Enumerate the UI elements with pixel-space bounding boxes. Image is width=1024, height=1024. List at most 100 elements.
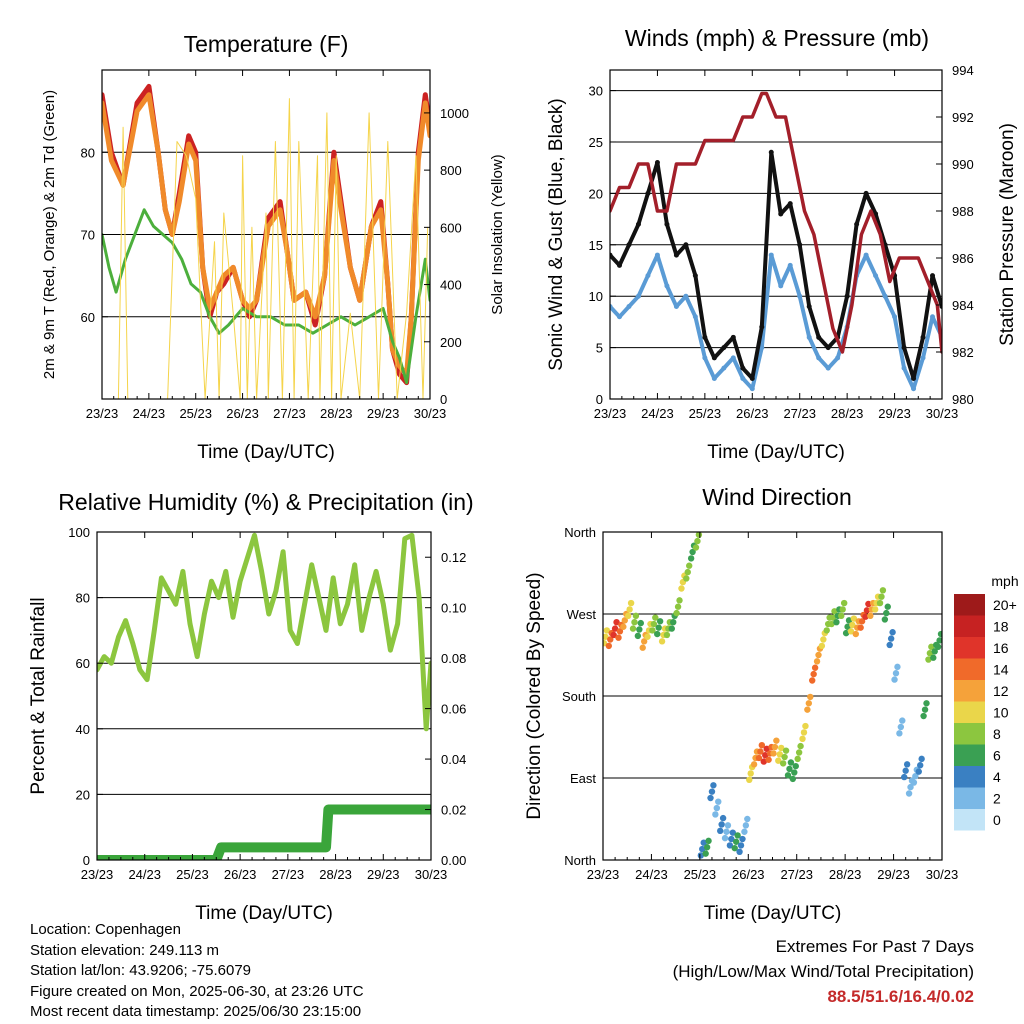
y2-tick-label: 0.12 (441, 550, 466, 565)
data-point (881, 616, 889, 623)
data-point (711, 355, 717, 361)
data-point (768, 149, 774, 155)
data-point (858, 618, 866, 625)
data-point (765, 756, 772, 763)
x-tick-label: 29/23 (877, 867, 910, 882)
data-point (779, 760, 787, 767)
data-point (712, 811, 719, 818)
data-point (802, 722, 809, 730)
x-axis-label: Time (Day/UTC) (195, 903, 333, 924)
x-tick-label: 29/23 (367, 406, 400, 421)
location-text: Location: Copenhagen (30, 921, 181, 938)
data-point (789, 775, 797, 783)
data-point (605, 642, 613, 650)
y2-tick-label: 986 (952, 251, 974, 266)
y2-tick-label: 800 (440, 163, 462, 178)
data-point (673, 303, 679, 309)
data-point (804, 706, 811, 713)
data-point (923, 700, 930, 707)
y2-tick-label: 0.10 (441, 601, 466, 616)
data-point (683, 293, 689, 299)
x-tick-label: 24/23 (641, 406, 674, 421)
x-axis-label: Time (Day/UTC) (707, 442, 845, 463)
y-tick-label: South (562, 689, 596, 704)
legend-label: 2 (993, 791, 1001, 807)
data-point (847, 628, 855, 635)
data-point (825, 345, 831, 351)
created-text: Figure created on Mon, 2025-06-30, at 23… (30, 982, 364, 1000)
x-tick-label: 26/23 (736, 406, 769, 421)
data-point (910, 779, 918, 786)
y-tick-label: 30 (589, 84, 603, 99)
data-point (707, 794, 714, 802)
station-info: Location: Copenhagen Station elevation: … (30, 920, 364, 1023)
data-point (833, 619, 840, 626)
legend-label: 18 (993, 619, 1009, 635)
y-tick-label: 80 (81, 145, 95, 160)
data-point (678, 585, 685, 592)
data-point (616, 262, 622, 268)
data-point (934, 643, 942, 650)
data-point (610, 631, 617, 639)
data-point (926, 649, 934, 657)
data-point (740, 365, 746, 371)
x-tick-label: 30/23 (415, 867, 448, 882)
data-point (839, 606, 846, 613)
data-point (776, 751, 783, 758)
data-point (708, 788, 716, 795)
data-point (800, 729, 808, 736)
data-point (840, 599, 848, 607)
data-point (782, 747, 790, 754)
data-point (873, 273, 879, 279)
x-tick-label: 27/23 (783, 406, 816, 421)
data-point (928, 643, 935, 650)
data-point (673, 252, 679, 258)
data-point (931, 648, 938, 655)
y-tick-label: 20 (589, 186, 603, 201)
data-point (610, 252, 613, 258)
data-point (758, 742, 766, 749)
data-point (721, 345, 727, 351)
data-point (760, 758, 767, 765)
data-point (732, 838, 740, 845)
y2-axis-label: Solar Insolation (Yellow) (489, 154, 506, 314)
data-point (739, 835, 746, 843)
y-tick-label: 0 (596, 392, 603, 407)
data-point (624, 612, 632, 620)
y2-tick-label: 988 (952, 204, 974, 219)
data-point (702, 355, 708, 361)
y2-tick-label: 600 (440, 220, 462, 235)
y2-tick-label: 0.02 (441, 803, 466, 818)
data-point (713, 804, 721, 812)
data-point (613, 619, 620, 626)
data-point (740, 375, 746, 381)
y-tick-label: North (564, 853, 596, 868)
y-tick-label: 40 (76, 722, 90, 737)
data-point (683, 242, 689, 248)
data-point (778, 211, 784, 217)
extremes-value: 88.5/51.6/16.4/0.02 (827, 987, 974, 1006)
data-point (655, 624, 662, 631)
x-tick-label: 29/23 (878, 406, 911, 421)
data-point (742, 822, 750, 829)
legend-label: 16 (993, 640, 1009, 656)
y-axis-label: Percent & Total Rainfall (28, 597, 49, 794)
data-point (810, 670, 817, 678)
data-point (937, 630, 942, 638)
data-point (799, 735, 806, 743)
legend-swatch (954, 594, 985, 616)
data-point (809, 677, 816, 684)
data-point (791, 769, 798, 776)
chart-panel-1: Temperature (F)6070800200400600800100023… (41, 31, 506, 463)
data-point (686, 562, 693, 569)
data-point (652, 614, 659, 621)
data-point (705, 837, 712, 845)
data-point (918, 755, 925, 763)
data-point (692, 273, 698, 279)
x-tick-label: 23/23 (81, 867, 114, 882)
data-point (920, 355, 926, 361)
data-point (741, 828, 748, 835)
data-point (797, 242, 803, 248)
data-point (621, 617, 628, 624)
chart-title: Temperature (F) (184, 31, 349, 57)
